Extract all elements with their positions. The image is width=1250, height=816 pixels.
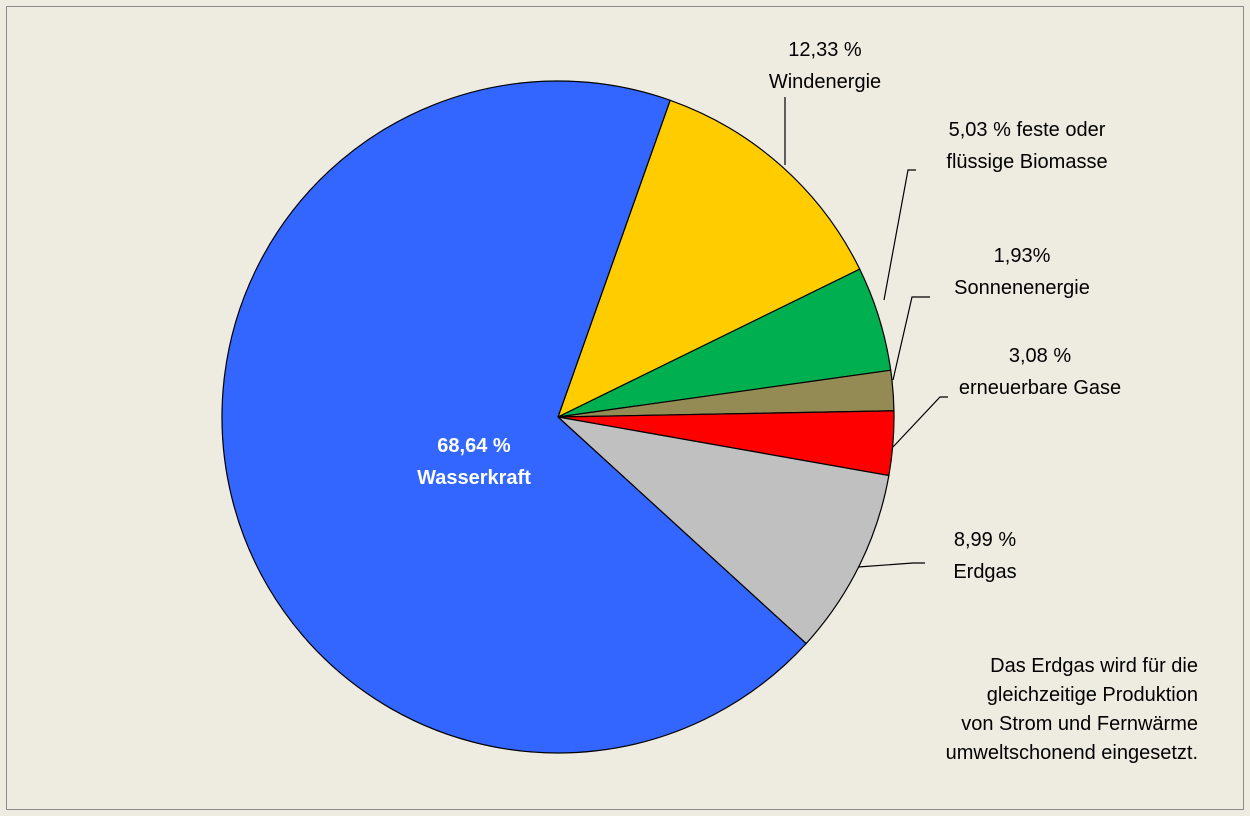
pie-slice — [556, 416, 890, 645]
label-text: 8,99 % — [953, 529, 1017, 551]
slice-label: 3,08 % erneuerbare Gase — [959, 340, 1121, 404]
annotation-line: gleichzeitige Produktion — [986, 684, 1198, 706]
label-text: feste oder flüssige Biomasse — [946, 119, 1108, 173]
pie-slice — [556, 99, 861, 419]
annotation: Das Erdgas wird für die gleichzeitige Pro… — [946, 652, 1198, 768]
slice-label: 68,64 % Wasserkraft — [417, 430, 531, 494]
leader-line — [857, 562, 925, 568]
label-text: 1,93% — [993, 245, 1051, 267]
label-text: Sonnenenergie — [954, 277, 1090, 299]
label-text: erneuerbare Gase — [958, 377, 1122, 399]
leader-line — [883, 169, 916, 301]
label-text: Wasserkraft — [417, 467, 531, 489]
label-text: 12,33 % — [788, 39, 862, 61]
annotation-line: von Strom und Fernwärme — [961, 713, 1198, 735]
slice-label: 5,03 % feste oder flüssige Biomasse — [922, 114, 1132, 178]
slice-label: 8,99 % Erdgas — [953, 524, 1016, 588]
leader-line — [892, 296, 930, 381]
annotation-line: Das Erdgas wird für die — [990, 655, 1198, 677]
slice-label: 1,93% Sonnenenergie — [954, 240, 1090, 304]
label-text: 5,03 % — [948, 119, 1011, 141]
label-text: 3,08 % — [1008, 345, 1072, 367]
pie-slice — [221, 80, 807, 754]
slice-label: 12,33 % Windenergie — [769, 34, 881, 98]
label-text: 68,64 % — [437, 435, 511, 457]
label-text: Erdgas — [953, 561, 1017, 583]
label-text: Windenergie — [768, 71, 882, 93]
leader-line — [892, 396, 948, 448]
annotation-line: umweltschonend eingesetzt. — [945, 742, 1198, 764]
